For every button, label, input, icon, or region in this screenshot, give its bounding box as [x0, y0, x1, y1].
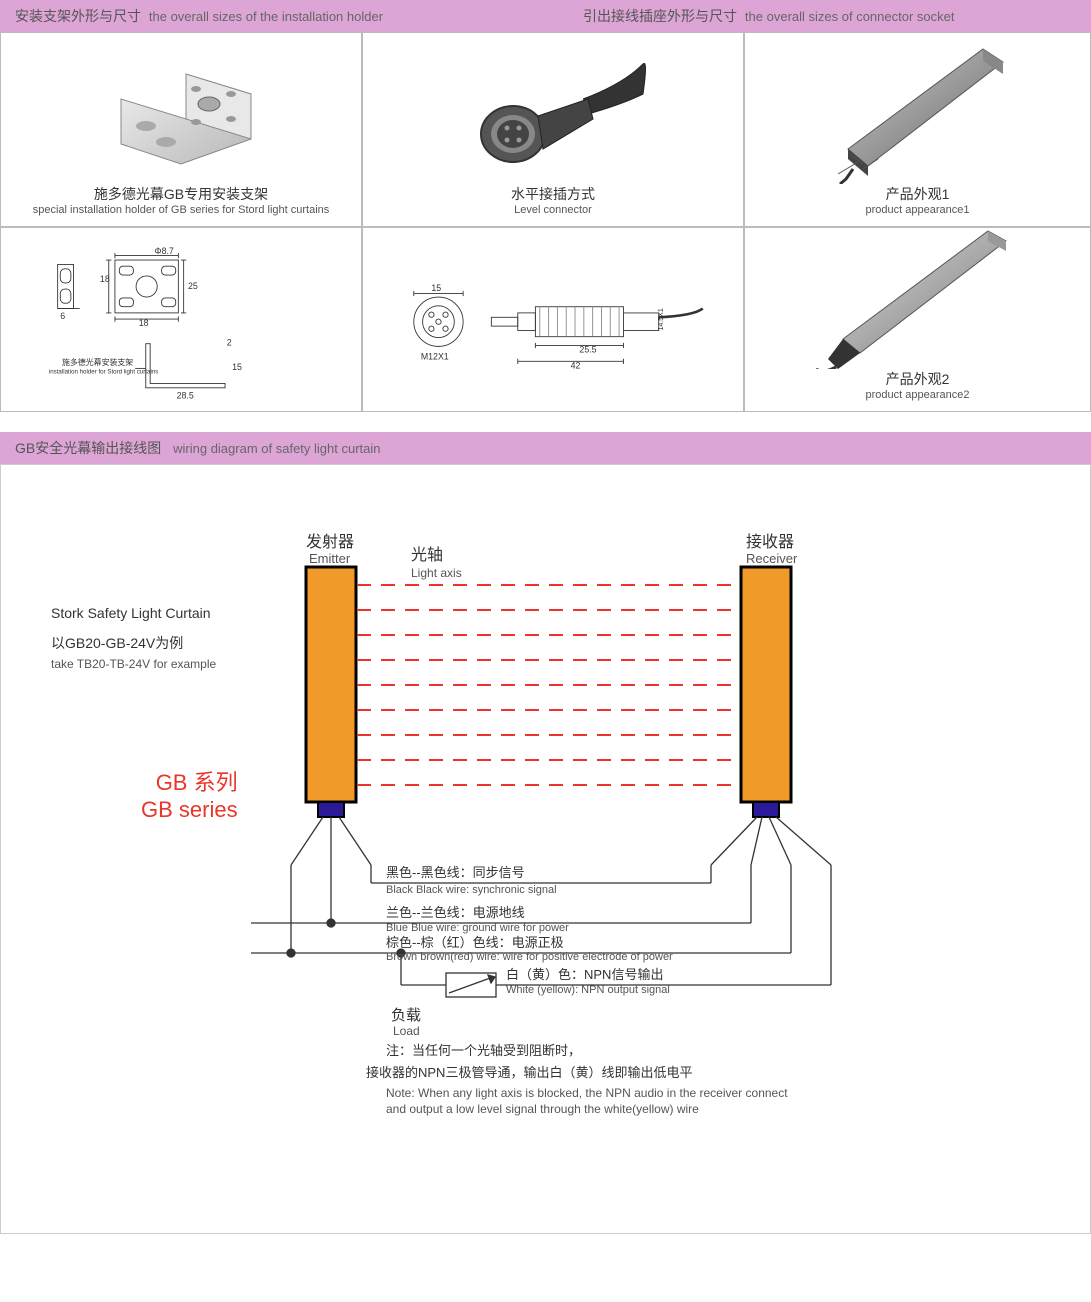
side-example-en: take TB20-TB-24V for example: [51, 657, 216, 671]
svg-text:施多德光幕安装支架: 施多德光幕安装支架: [62, 357, 133, 367]
header-left-en: the overall sizes of the installation ho…: [149, 9, 383, 24]
wiring-diagram: Stork Safety Light Curtain 以GB20-GB-24V为…: [0, 464, 1091, 1234]
wire-black-cn: 黑色--黑色线：同步信号: [386, 865, 525, 880]
note-en2: and output a low level signal through th…: [386, 1102, 699, 1116]
connector-label-en: Level connector: [514, 204, 592, 216]
receiver-label-cn: 接收器: [746, 533, 794, 551]
top-header: 安装支架外形与尺寸 the overall sizes of the insta…: [0, 0, 1091, 32]
product-grid: 施多德光幕GB专用安装支架 special installation holde…: [0, 32, 1091, 412]
receiver-body: [741, 567, 791, 802]
wire-black-en: Black Black wire: synchronic signal: [386, 884, 557, 896]
header-left-cn: 安装支架外形与尺寸: [15, 8, 141, 24]
light-axis-en: Light axis: [411, 566, 462, 580]
side-title: Stork Safety Light Curtain: [51, 605, 216, 621]
svg-text:25.5: 25.5: [579, 345, 596, 355]
svg-text:25: 25: [188, 281, 198, 291]
wiring-svg: 发射器 Emitter 接收器 Receiver 光轴 Light axis: [251, 525, 1031, 1205]
receiver-label-en: Receiver: [746, 551, 798, 566]
section2-en: wiring diagram of safety light curtain: [173, 441, 380, 456]
side-text: Stork Safety Light Curtain 以GB20-GB-24V为…: [51, 605, 216, 675]
connector-label-cn: 水平接插方式: [511, 184, 595, 204]
load-en: Load: [393, 1024, 420, 1038]
gb-en: GB series: [141, 797, 238, 823]
cell-bracket: 施多德光幕GB专用安装支架 special installation holde…: [0, 32, 362, 227]
load-cn: 负载: [391, 1007, 421, 1024]
receiver-connector: [753, 802, 779, 817]
connector-dim-svg: 15 M12X1 42 25.5 14.5X1: [373, 238, 733, 401]
bracket-label-cn: 施多德光幕GB专用安装支架: [94, 184, 268, 204]
wire-blue-cn: 兰色--兰色线：电源地线: [386, 905, 525, 920]
cell-connector: 水平接插方式 Level connector: [362, 32, 744, 227]
section2-cn: GB安全光幕输出接线图: [15, 440, 161, 456]
note-cn1: 注：当任何一个光轴受到阻断时，: [386, 1043, 581, 1058]
section2-header: GB安全光幕输出接线图 wiring diagram of safety lig…: [0, 432, 1091, 464]
product1-image: [755, 34, 1080, 184]
wire-white-cn: 白（黄）色：NPN信号输出: [506, 967, 663, 982]
emitter-connector: [318, 802, 344, 817]
gb-cn: GB 系列: [141, 765, 238, 797]
svg-text:installation holder for Stord: installation holder for Stord light curt…: [49, 369, 159, 376]
header-right-cn: 引出接线插座外形与尺寸: [583, 8, 737, 24]
svg-text:Φ8.7: Φ8.7: [155, 246, 174, 256]
connector-image: [373, 43, 733, 184]
wire-white-en: White (yellow): NPN output signal: [506, 984, 670, 996]
product2-label-en: product appearance2: [866, 389, 970, 401]
svg-text:15: 15: [232, 362, 242, 372]
emitter-body: [306, 567, 356, 802]
light-axis-cn: 光轴: [411, 546, 443, 564]
product1-label-cn: 产品外观1: [886, 184, 950, 204]
light-beams: [357, 585, 740, 785]
bracket-dim-svg: 6 Φ8.7 18 25 18 28.5 15: [11, 238, 351, 401]
note-cn2: 接收器的NPN三极管导通，输出白（黄）线即输出低电平: [366, 1065, 692, 1080]
wire-blue-en: Blue Blue wire: ground wire for power: [386, 922, 569, 934]
svg-text:28.5: 28.5: [177, 390, 194, 400]
receiver-wires: [711, 817, 831, 865]
bracket-label-en: special installation holder of GB series…: [33, 204, 330, 216]
header-left: 安装支架外形与尺寸 the overall sizes of the insta…: [15, 6, 383, 26]
wire-brown-cn: 棕色--棕（红）色线：电源正极: [386, 935, 564, 950]
svg-text:M12X1: M12X1: [421, 352, 449, 362]
gb-series-label: GB 系列 GB series: [141, 765, 238, 823]
emitter-label-cn: 发射器: [306, 533, 354, 551]
product2-label-cn: 产品外观2: [886, 369, 950, 389]
side-example-cn: 以GB20-GB-24V为例: [51, 633, 216, 653]
emitter-label-en: Emitter: [309, 551, 351, 566]
svg-text:42: 42: [571, 360, 581, 370]
cell-product1: 产品外观1 product appearance1: [744, 32, 1091, 227]
svg-text:2: 2: [227, 337, 232, 347]
header-right-en: the overall sizes of connector socket: [745, 9, 955, 24]
wire-brown-en: Brown brown(red) wire: wire for positive…: [386, 951, 673, 963]
cell-connector-dim: 15 M12X1 42 25.5 14.5X1: [362, 227, 744, 412]
cell-product2: 产品外观2 product appearance2: [744, 227, 1091, 412]
bracket-image: [11, 43, 351, 184]
product2-image: [755, 219, 1080, 369]
svg-text:15: 15: [431, 283, 441, 293]
emitter-wires: [291, 817, 371, 865]
note-en1: Note: When any light axis is blocked, th…: [386, 1086, 788, 1100]
svg-text:6: 6: [60, 311, 65, 321]
product1-label-en: product appearance1: [866, 204, 970, 216]
svg-text:14.5X1: 14.5X1: [658, 308, 665, 330]
header-right: 引出接线插座外形与尺寸 the overall sizes of connect…: [583, 6, 954, 26]
svg-text:18: 18: [139, 318, 149, 328]
cell-bracket-dim: 6 Φ8.7 18 25 18 28.5 15: [0, 227, 362, 412]
